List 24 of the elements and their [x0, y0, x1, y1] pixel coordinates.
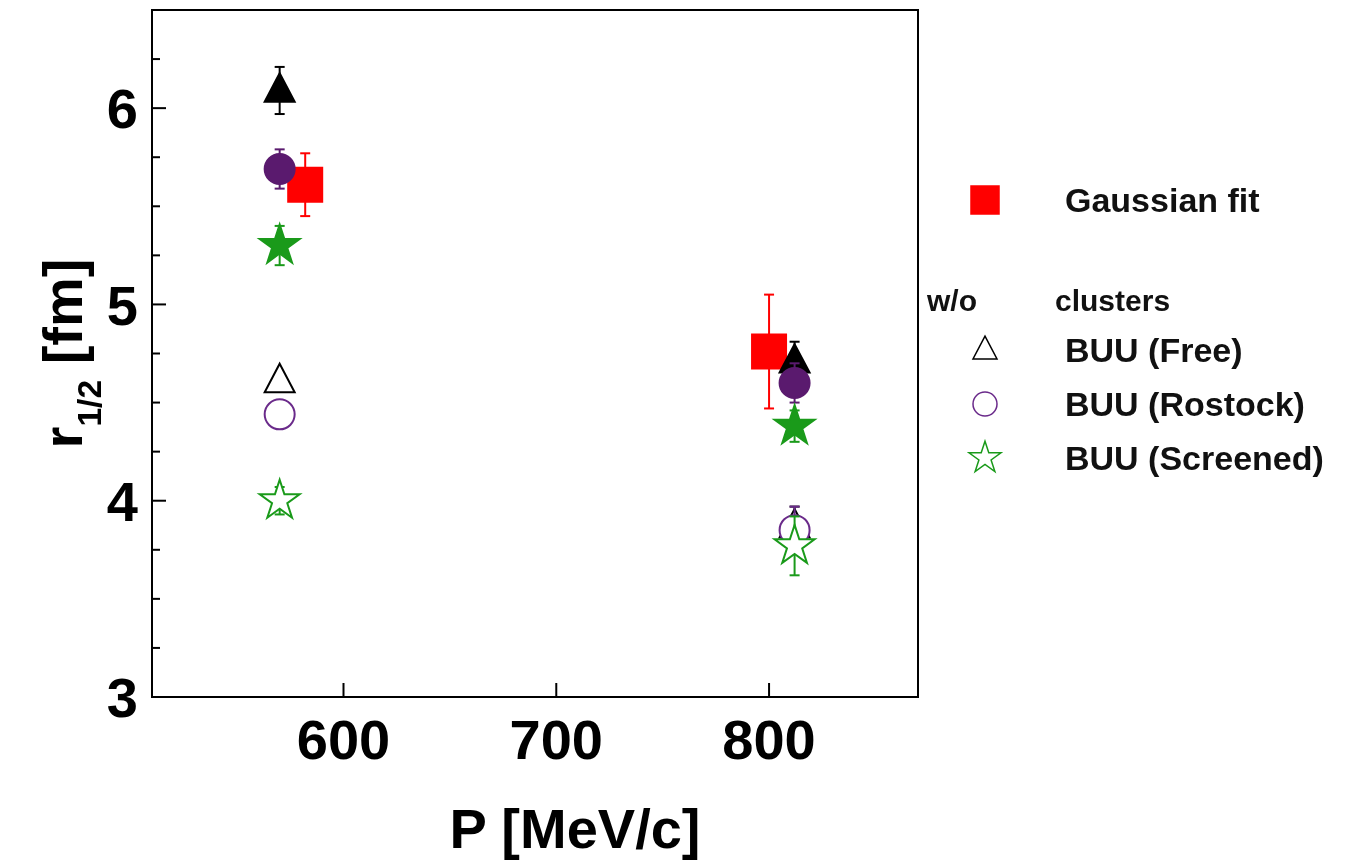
point: [778, 366, 811, 399]
point: [263, 362, 296, 394]
legend-label: BUU (Rostock): [1065, 384, 1305, 423]
x-tick-label: 700: [509, 708, 603, 771]
y-tick-label: 6: [106, 77, 138, 141]
x-tick-label: 600: [296, 708, 391, 771]
legend-label: BUU (Screened): [1065, 438, 1324, 477]
point: [771, 523, 818, 566]
point: [751, 333, 788, 370]
legend-label: BUU (Free): [1065, 330, 1243, 369]
point: [256, 476, 303, 521]
point: [287, 166, 324, 203]
text: w/o clusters: [927, 283, 1171, 317]
point: [263, 72, 296, 103]
x-tick-label: 800: [722, 708, 816, 771]
point: [256, 221, 303, 266]
legend-label: Gaussian fit: [1065, 180, 1260, 219]
y-tick-label: 4: [106, 469, 138, 533]
y-tick-label: 3: [106, 666, 138, 730]
point: [771, 402, 818, 446]
x-axis-title: P [MeV/c]: [449, 797, 701, 860]
point: [263, 398, 296, 431]
y-tick-label: 5: [106, 273, 138, 337]
point: [263, 153, 296, 185]
